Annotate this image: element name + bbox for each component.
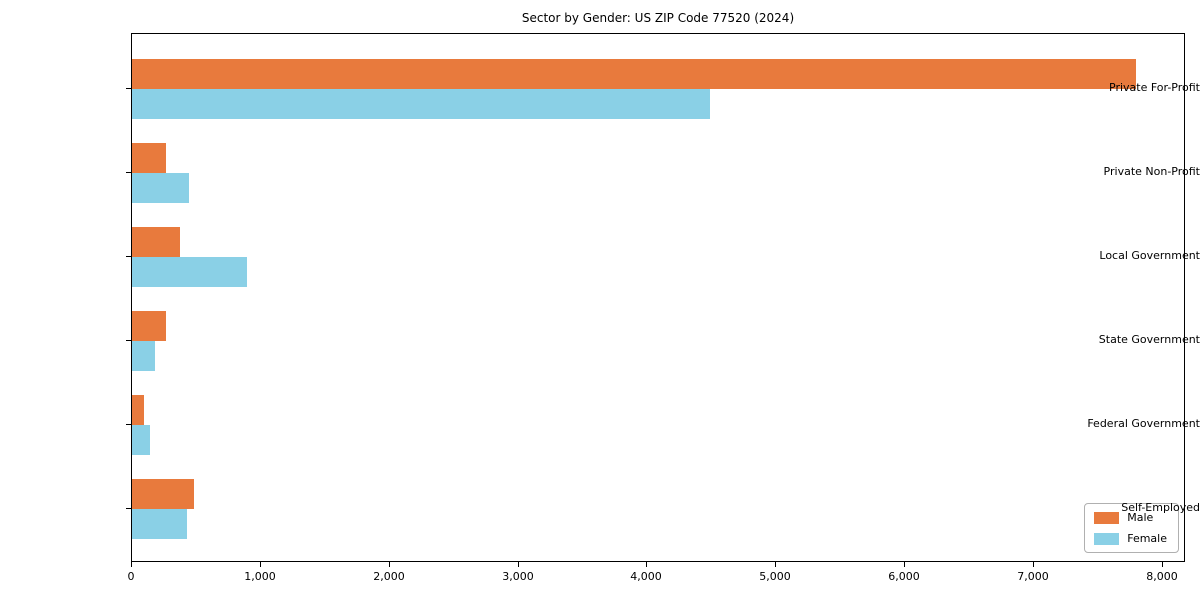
ytick-label: Private For-Profit	[1109, 81, 1200, 94]
bar-male-federal-government	[132, 395, 144, 425]
legend-entry-male: Male	[1094, 511, 1167, 524]
bar-female-local-government	[132, 257, 247, 287]
bar-female-state-government	[132, 341, 155, 371]
xtick-mark	[389, 562, 390, 567]
legend: Male Female	[1084, 503, 1179, 553]
xtick-mark	[775, 562, 776, 567]
xtick-mark	[260, 562, 261, 567]
xtick-label: 1,000	[244, 570, 276, 583]
ytick-mark	[126, 172, 131, 173]
xtick-label: 5,000	[759, 570, 791, 583]
xtick-label: 4,000	[630, 570, 662, 583]
bar-male-private-non-profit	[132, 143, 166, 173]
ytick-label: Local Government	[1099, 249, 1200, 262]
female-swatch	[1094, 532, 1120, 545]
xtick-mark	[1162, 562, 1163, 567]
bar-female-private-non-profit	[132, 173, 189, 203]
xtick-label: 2,000	[373, 570, 405, 583]
ytick-label: Private Non-Profit	[1103, 165, 1200, 178]
ytick-label: Federal Government	[1087, 417, 1200, 430]
bar-female-private-for-profit	[132, 89, 710, 119]
ytick-label: Self-Employed	[1121, 501, 1200, 514]
xtick-mark	[518, 562, 519, 567]
xtick-mark	[131, 562, 132, 567]
bar-female-self-employed	[132, 509, 187, 539]
ytick-mark	[126, 424, 131, 425]
bar-male-state-government	[132, 311, 166, 341]
bar-female-federal-government	[132, 425, 150, 455]
xtick-label: 6,000	[888, 570, 920, 583]
xtick-mark	[646, 562, 647, 567]
male-swatch	[1094, 511, 1120, 524]
chart-title: Sector by Gender: US ZIP Code 77520 (202…	[521, 11, 795, 25]
ytick-mark	[126, 88, 131, 89]
legend-entry-female: Female	[1094, 532, 1167, 545]
legend-label-male: Male	[1127, 511, 1154, 524]
xtick-label: 3,000	[502, 570, 534, 583]
xtick-mark	[1033, 562, 1034, 567]
ytick-mark	[126, 508, 131, 509]
xtick-label: 8,000	[1146, 570, 1178, 583]
plot-area: Male Female	[131, 33, 1185, 562]
ytick-mark	[126, 256, 131, 257]
ytick-mark	[126, 340, 131, 341]
bar-male-local-government	[132, 227, 180, 257]
bar-male-self-employed	[132, 479, 194, 509]
bar-male-private-for-profit	[132, 59, 1136, 89]
ytick-label: State Government	[1098, 333, 1200, 346]
xtick-label: 7,000	[1017, 570, 1049, 583]
xtick-label: 0	[127, 570, 135, 583]
legend-label-female: Female	[1127, 532, 1167, 545]
xtick-mark	[904, 562, 905, 567]
